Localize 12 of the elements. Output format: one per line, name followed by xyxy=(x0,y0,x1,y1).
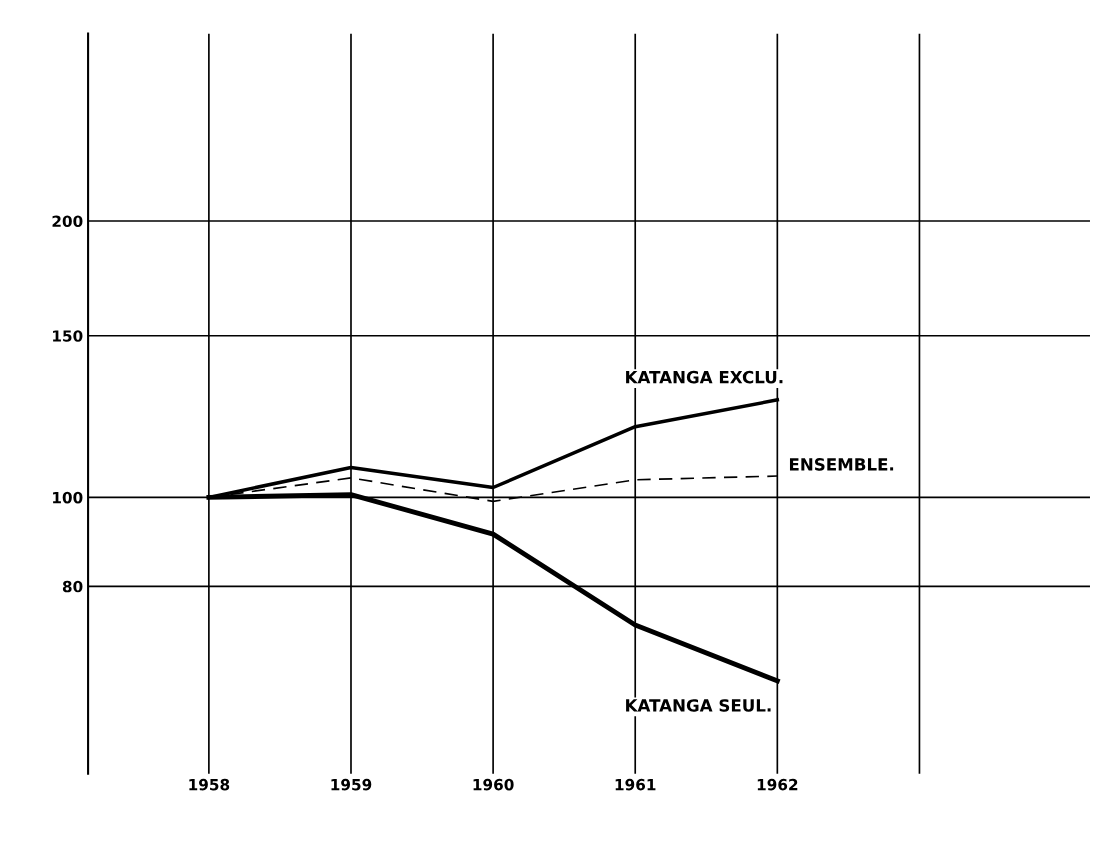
x-tick-label: 1958 xyxy=(189,778,230,791)
x-tick-label: 1961 xyxy=(615,778,656,791)
series-label: KATANGA EXCLU. xyxy=(626,370,783,384)
y-tick-label: 200 xyxy=(52,215,83,228)
x-tick-label: 1959 xyxy=(331,778,372,791)
x-tick-label: 1960 xyxy=(473,778,514,791)
y-tick-label: 150 xyxy=(53,330,83,342)
y-tick-label: 100 xyxy=(53,491,83,504)
y-tick-label: 80 xyxy=(62,580,83,593)
x-tick-label: 1962 xyxy=(757,778,798,791)
series-label: KATANGA SEUL. xyxy=(626,699,771,712)
series-label: ENSEMBLE. xyxy=(789,458,894,471)
